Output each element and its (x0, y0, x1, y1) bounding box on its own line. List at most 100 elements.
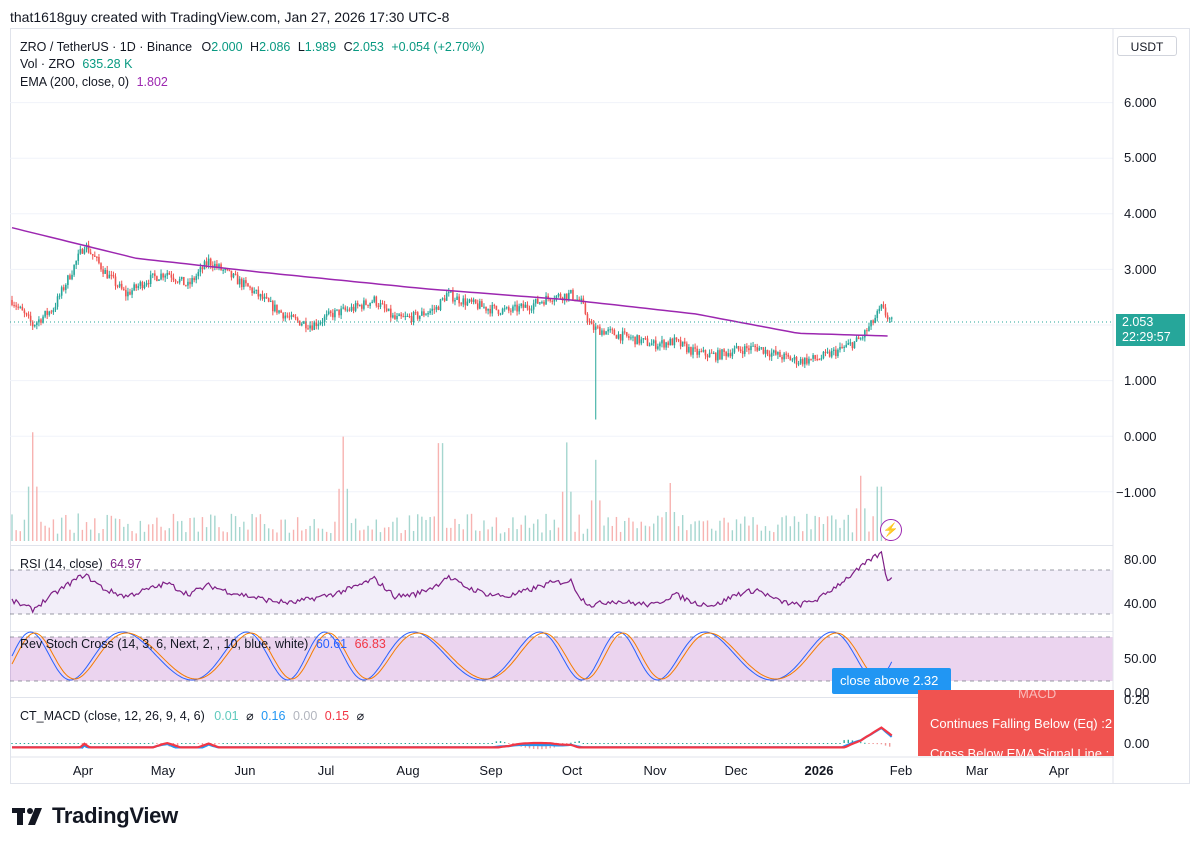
candle-body (559, 294, 562, 298)
candle-body (793, 357, 796, 360)
candle-body (222, 269, 224, 271)
candle-body (797, 363, 800, 365)
volume-bar (864, 508, 866, 541)
volume-bar (549, 530, 551, 541)
macd-tick: 0.00 (1124, 736, 1150, 751)
candle-body (232, 273, 235, 278)
macd-hist-bar (748, 743, 750, 744)
candle-body (369, 302, 371, 306)
macd-hist-bar (474, 743, 477, 744)
candle-body (189, 281, 191, 285)
lightning-icon[interactable]: ⚡ (880, 519, 902, 541)
candle-body (170, 274, 173, 278)
candle-body (325, 314, 328, 317)
candle-body (609, 329, 612, 331)
volume-bar (768, 530, 771, 541)
macd-hist-bar (454, 743, 456, 744)
macd-hist-bar (860, 742, 862, 744)
candle-body (845, 344, 848, 347)
alert-tooltip-red[interactable]: MACD Continues Falling Below (Eq) :2 Cro… (918, 690, 1114, 756)
macd-hist-bar (851, 740, 854, 743)
macd-hist-bar (421, 743, 423, 744)
candle-body (739, 349, 742, 351)
macd-hist-bar (239, 743, 241, 744)
macd-hist-bar (648, 743, 651, 744)
volume-bar (354, 518, 357, 541)
ema-200-line (11, 226, 888, 337)
candle-body (818, 359, 821, 361)
macd-hist-bar (822, 743, 825, 744)
candle-body (52, 309, 55, 313)
volume-bar (226, 532, 228, 541)
macd-hist-bar (309, 743, 311, 744)
macd-hist-bar (243, 743, 245, 744)
candle-body (356, 303, 359, 306)
candle-body (795, 357, 798, 365)
candle-body (149, 274, 152, 284)
candle-body (387, 308, 390, 311)
candle-body (183, 276, 185, 286)
macd-hist-bar (495, 741, 498, 743)
candle-body (280, 310, 282, 313)
macd-hist-bar (433, 743, 435, 744)
macd-hist-bar (251, 743, 253, 744)
volume-bar (628, 517, 630, 541)
alert-tooltip-blue[interactable]: close above 2.32 (832, 668, 951, 694)
candle-body (853, 341, 856, 349)
candle-body (452, 291, 454, 302)
candle-body (625, 332, 628, 337)
macd-hist-bar (690, 743, 692, 744)
candle-body (741, 350, 744, 355)
volume-bar (797, 521, 800, 541)
volume-bar (541, 532, 543, 541)
macd-hist-bar (36, 743, 38, 744)
volume-bar (880, 486, 883, 541)
candle-body (58, 295, 61, 297)
volume-bar (441, 443, 444, 541)
volume-bar (276, 532, 278, 541)
candle-body (737, 346, 740, 350)
candle-body (193, 278, 195, 281)
candle-body (348, 309, 351, 311)
candle-body (27, 314, 30, 316)
candle-body (390, 308, 392, 318)
candle-body (195, 276, 198, 281)
macd-hist-bar (781, 743, 783, 744)
candle-body (400, 314, 402, 317)
candle-body (563, 293, 566, 301)
volume-bar (359, 530, 361, 541)
volume-bar (114, 518, 117, 541)
macd-hist-bar (40, 743, 42, 744)
macd-hist-bar (793, 743, 796, 744)
candle-body (601, 330, 603, 335)
volume-bar (636, 528, 638, 541)
volume-bar (781, 517, 783, 541)
open-value: 2.000 (211, 40, 243, 54)
candle-body (750, 346, 752, 351)
volume-bar (218, 527, 220, 541)
candle-body (487, 308, 489, 311)
candle-body (491, 304, 494, 314)
macd-hist-bar (147, 743, 150, 744)
candle-body (313, 322, 316, 330)
candle-body (756, 347, 758, 351)
currency-selector[interactable]: USDT (1117, 36, 1177, 56)
candle-body (640, 339, 643, 344)
y-tick: 0.000 (1124, 429, 1157, 444)
candle-body (636, 335, 638, 345)
candle-body (464, 298, 467, 306)
candle-body (505, 307, 508, 309)
volume-bar (160, 526, 162, 541)
volume-bar (499, 533, 502, 541)
macd-hist-bar (706, 743, 709, 744)
macd-hist-bar (388, 743, 390, 744)
candle-body (675, 337, 678, 340)
candle-body (592, 324, 595, 330)
volume-bar (429, 516, 431, 541)
volume-bar (487, 529, 489, 541)
volume-bar (417, 514, 419, 541)
candle-body (334, 310, 336, 318)
candle-body (681, 341, 684, 347)
volume-bar (156, 517, 158, 541)
